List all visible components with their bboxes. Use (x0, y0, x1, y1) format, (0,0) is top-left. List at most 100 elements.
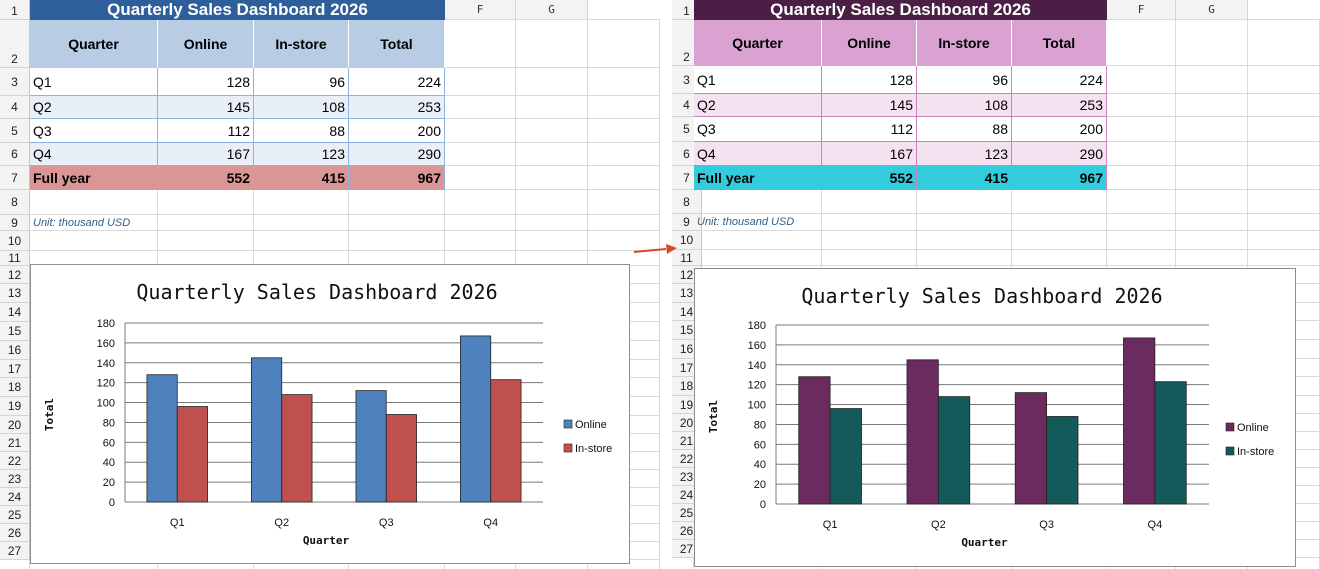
row-header[interactable]: 22 (0, 452, 30, 470)
table-header-cell[interactable]: Quarter (694, 20, 822, 66)
value-cell[interactable]: 88 (917, 117, 1012, 142)
value-cell[interactable]: 112 (822, 117, 917, 142)
total-row-cell[interactable]: 552 (822, 166, 917, 190)
value-cell[interactable]: 108 (254, 96, 349, 119)
row-header[interactable]: 6 (0, 143, 30, 166)
table-header-cell[interactable]: Quarter (30, 20, 158, 68)
after-sheet-pane[interactable]: ABCDEFG123456789101112131415161718192021… (672, 0, 1320, 569)
bar-in-store-q2[interactable] (937, 396, 971, 505)
value-cell[interactable]: 167 (158, 143, 254, 166)
unit-note[interactable]: Unit: thousand USD (33, 217, 131, 229)
bar-in-store-q1[interactable] (829, 408, 862, 505)
row-header[interactable]: 17 (0, 360, 30, 378)
value-cell[interactable]: 123 (917, 142, 1012, 166)
table-title-cell[interactable]: Quarterly Sales Dashboard 2026 (30, 0, 445, 20)
value-cell[interactable]: 167 (822, 142, 917, 166)
bar-in-store-q3[interactable] (385, 414, 417, 503)
worksheet-grid[interactable]: ABCDEFG123456789101112131415161718192021… (672, 0, 1320, 569)
bar-online-q4[interactable] (460, 335, 492, 503)
row-header[interactable]: 13 (0, 284, 30, 303)
row-header[interactable]: 27 (0, 542, 30, 560)
quarter-cell[interactable]: Q3 (694, 117, 822, 142)
table-header-cell[interactable]: In-store (254, 20, 349, 68)
value-cell[interactable]: 123 (254, 143, 349, 166)
row-header[interactable]: 23 (0, 470, 30, 488)
column-header[interactable]: F (1107, 0, 1176, 20)
row-header[interactable]: 8 (0, 190, 30, 215)
total-row-cell[interactable]: Full year (30, 166, 158, 190)
row-header[interactable]: 9 (0, 215, 30, 231)
row-header[interactable]: 1 (0, 0, 30, 20)
table-header-cell[interactable]: In-store (917, 20, 1012, 66)
row-header[interactable]: 10 (672, 231, 702, 250)
table-header-cell[interactable]: Total (1012, 20, 1107, 66)
total-row-cell[interactable]: 967 (349, 166, 445, 190)
value-cell[interactable]: 96 (254, 68, 349, 96)
value-cell[interactable]: 224 (1012, 66, 1107, 94)
bar-in-store-q4[interactable] (1154, 381, 1187, 505)
bar-in-store-q1[interactable] (176, 406, 208, 503)
bar-in-store-q4[interactable] (490, 379, 522, 503)
bar-online-q4[interactable] (1123, 337, 1156, 505)
sales-bar-chart[interactable]: Quarterly Sales Dashboard 2026 0 20 40 60 80 1… (694, 268, 1296, 567)
total-row-cell[interactable]: 967 (1012, 166, 1107, 190)
row-header[interactable]: 12 (0, 266, 30, 284)
column-header[interactable]: G (516, 0, 588, 20)
quarter-cell[interactable]: Q2 (30, 96, 158, 119)
row-header[interactable]: 9 (672, 214, 702, 231)
total-row-cell[interactable]: 552 (158, 166, 254, 190)
row-header[interactable]: 8 (672, 190, 702, 214)
legend-label[interactable]: Online (1237, 422, 1269, 434)
table-header-cell[interactable]: Total (349, 20, 445, 68)
bar-online-q3[interactable] (355, 390, 387, 503)
value-cell[interactable]: 253 (349, 96, 445, 119)
value-cell[interactable]: 128 (158, 68, 254, 96)
bar-online-q1[interactable] (798, 376, 831, 505)
value-cell[interactable]: 96 (917, 66, 1012, 94)
quarter-cell[interactable]: Q4 (30, 143, 158, 166)
bar-online-q3[interactable] (1014, 392, 1048, 505)
value-cell[interactable]: 253 (1012, 94, 1107, 117)
bar-online-q2[interactable] (906, 359, 939, 505)
before-sheet-pane[interactable]: ABCDEFG123456789101112131415161718192021… (0, 0, 660, 569)
column-header[interactable]: G (1176, 0, 1248, 20)
value-cell[interactable]: 108 (917, 94, 1012, 117)
row-header[interactable]: 19 (0, 397, 30, 416)
row-header[interactable]: 20 (0, 416, 30, 434)
row-header[interactable]: 7 (0, 166, 30, 190)
value-cell[interactable]: 112 (158, 119, 254, 143)
table-title-cell[interactable]: Quarterly Sales Dashboard 2026 (694, 0, 1107, 20)
legend-label[interactable]: In-store (1237, 446, 1274, 458)
value-cell[interactable]: 290 (349, 143, 445, 166)
bar-online-q2[interactable] (251, 357, 283, 503)
quarter-cell[interactable]: Q1 (694, 66, 822, 94)
row-header[interactable]: 26 (0, 524, 30, 542)
value-cell[interactable]: 290 (1012, 142, 1107, 166)
value-cell[interactable]: 224 (349, 68, 445, 96)
row-header[interactable]: 5 (0, 119, 30, 143)
legend-label[interactable]: In-store (575, 443, 612, 455)
value-cell[interactable]: 200 (349, 119, 445, 143)
value-cell[interactable]: 128 (822, 66, 917, 94)
row-header[interactable]: 10 (0, 231, 30, 251)
row-header[interactable]: 11 (0, 251, 30, 266)
unit-note[interactable]: Unit: thousand USD (697, 216, 795, 228)
row-header[interactable]: 15 (0, 322, 30, 341)
row-header[interactable]: 11 (672, 250, 702, 266)
value-cell[interactable]: 88 (254, 119, 349, 143)
total-row-cell[interactable]: 415 (254, 166, 349, 190)
value-cell[interactable]: 200 (1012, 117, 1107, 142)
value-cell[interactable]: 145 (158, 96, 254, 119)
value-cell[interactable]: 145 (822, 94, 917, 117)
quarter-cell[interactable]: Q2 (694, 94, 822, 117)
table-header-cell[interactable]: Online (158, 20, 254, 68)
total-row-cell[interactable]: 415 (917, 166, 1012, 190)
bar-in-store-q3[interactable] (1046, 416, 1079, 505)
row-header[interactable]: 14 (0, 303, 30, 322)
worksheet-grid[interactable]: ABCDEFG123456789101112131415161718192021… (0, 0, 660, 569)
quarter-cell[interactable]: Q4 (694, 142, 822, 166)
quarter-cell[interactable]: Q1 (30, 68, 158, 96)
quarter-cell[interactable]: Q3 (30, 119, 158, 143)
row-header[interactable]: 16 (0, 341, 30, 360)
bar-in-store-q2[interactable] (281, 394, 313, 503)
